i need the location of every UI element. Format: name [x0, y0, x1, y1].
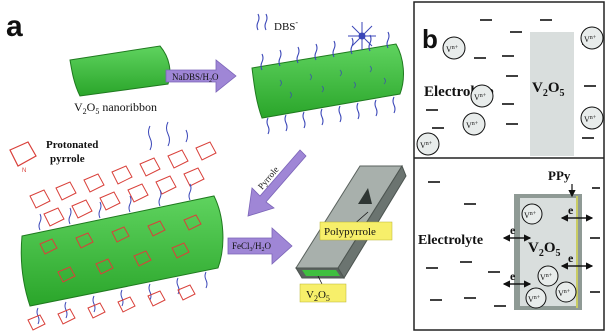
v2o5-callout: V2O5 [299, 275, 347, 303]
step-fecl3-label: FeCl3/H2O [232, 241, 272, 253]
svg-text:Vn+: Vn+ [524, 211, 537, 220]
dbs-micelle [348, 22, 376, 50]
ppy-label: PPy [548, 168, 571, 183]
svg-text:Vn+: Vn+ [446, 45, 459, 54]
panel-b: b Electrolyte V2O5 Vn+ Vn+ Vn+ Vn+ Vn+ V [413, 1, 605, 331]
dbs-chains-mid [279, 65, 386, 99]
svg-text:e: e [510, 269, 516, 283]
vn-ion: Vn+ [555, 281, 577, 303]
v2o5-label: V2O5 [306, 289, 330, 303]
dbs-label: DBS- [274, 18, 298, 33]
vn-ion: Vn+ [580, 26, 604, 50]
nanoribbon-caption: V2O5 nanoribbon [74, 100, 157, 116]
arrow-step-fecl3: FeCl3/H2O [227, 227, 293, 265]
protonated-pyrrole-legend: N Protonated pyrrole [9, 139, 98, 174]
pyrrole-rings-bottom [27, 284, 196, 331]
panel-b-top: b Electrolyte V2O5 Vn+ Vn+ Vn+ Vn+ Vn+ V [416, 19, 604, 156]
svg-text:Vn+: Vn+ [528, 295, 541, 304]
top-electrolyte-dashes [426, 19, 596, 139]
electron-arrows: e e e e [502, 203, 594, 288]
bottom-electrolyte-dashes [426, 181, 600, 307]
svg-text:e: e [568, 203, 574, 217]
dbs-chains-top [260, 31, 396, 135]
step-nadbs-label: NaDBS/H2O [172, 72, 219, 84]
dbs-legend: DBS- [256, 13, 298, 33]
electron-exchange-right-top: e [560, 203, 594, 222]
vn-ion: Vn+ [521, 203, 543, 225]
panel-b-letter: b [422, 24, 438, 54]
panel-a: a V2O5 nanoribbon NaDBS/H2O [6, 10, 407, 331]
arrow-step-nadbs: NaDBS/H2O [165, 59, 237, 93]
bottom-v2o5-label: V2O5 [528, 240, 561, 259]
panel-b-bottom: PPy Electrolyte V2O5 e [418, 168, 600, 310]
bottom-electrolyte-label: Electrolyte [418, 233, 483, 248]
pyrrole-loaded-ribbon [20, 195, 224, 307]
polypyrrole-label-box [319, 221, 393, 241]
bottom-vn-ions: Vn+ Vn+ Vn+ Vn+ [521, 203, 577, 309]
svg-text:Vn+: Vn+ [420, 141, 433, 150]
protonated-label-line2: pyrrole [50, 153, 85, 165]
electron-exchange-left-low: e [502, 269, 532, 288]
pyrrole-ring-marker: N [22, 168, 26, 174]
ppy-fold-shadow [358, 188, 372, 204]
vn-ion: Vn+ [442, 36, 466, 60]
svg-text:Vn+: Vn+ [466, 121, 479, 130]
vn-ion: Vn+ [580, 106, 604, 130]
vn-ion: Vn+ [470, 84, 494, 108]
svg-text:Vn+: Vn+ [584, 35, 597, 44]
bare-nanoribbon [69, 45, 171, 97]
polypyrrole-label: Polypyrrole [324, 226, 376, 238]
dbs-coated-ribbon [251, 43, 404, 119]
electron-exchange-left: e [502, 223, 532, 242]
svg-text:Vn+: Vn+ [558, 289, 571, 298]
v2o5-core-face [302, 270, 340, 276]
polypyrrole-callout: Polypyrrole [319, 211, 393, 241]
svg-text:Vn+: Vn+ [584, 115, 597, 124]
svg-text:e: e [510, 223, 516, 237]
pyrrole-rings-on-ribbon [39, 214, 202, 283]
pyrrole-rings-top [29, 141, 217, 227]
panel-a-letter: a [6, 10, 23, 43]
arrow-step-pyrrole: Pyrrole [247, 149, 307, 217]
top-vn-ions: Vn+ Vn+ Vn+ Vn+ Vn+ Vn+ [416, 26, 604, 156]
pyrrole-ring-icon [9, 141, 37, 167]
protonated-label-line1: Protonated [46, 139, 98, 151]
svg-text:Vn+: Vn+ [540, 273, 553, 282]
top-v2o5-slab [530, 32, 574, 156]
pyrrole-chains-bottom [36, 271, 208, 325]
svg-text:e: e [568, 251, 574, 265]
electron-exchange-right-mid: e [560, 251, 594, 270]
vn-ion: Vn+ [462, 112, 486, 136]
v2o5-label-box [299, 283, 347, 303]
svg-text:Vn+: Vn+ [474, 93, 487, 102]
vn-ion: Vn+ [537, 265, 559, 287]
vn-ion: Vn+ [416, 132, 440, 156]
pyrrole-chains-top [38, 121, 192, 231]
vn-ion: Vn+ [525, 287, 547, 309]
top-v2o5-label: V2O5 [532, 80, 565, 99]
